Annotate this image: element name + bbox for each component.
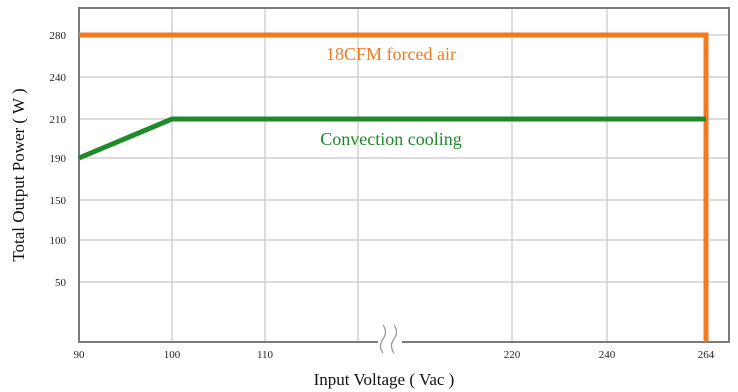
x-tick-labels: 90 100 110 220 240 264 [74, 349, 715, 361]
y-tick-label: 240 [50, 72, 67, 84]
series-label-convection-cooling: Convection cooling [320, 129, 461, 149]
x-tick-label: 110 [257, 349, 274, 361]
x-tick-label: 220 [504, 349, 521, 361]
plot-frame [78, 7, 730, 343]
y-tick-label: 150 [50, 195, 67, 207]
y-axis-title: Total Output Power ( W ) [9, 88, 28, 261]
x-axis-title: Input Voltage ( Vac ) [314, 370, 455, 389]
axis-break-squiggle [390, 324, 398, 354]
x-tick-label: 100 [164, 349, 181, 361]
y-tick-label: 210 [50, 114, 67, 126]
series-label-forced-air: 18CFM forced air [326, 44, 456, 64]
x-tick-label: 264 [698, 349, 715, 361]
y-tick-label: 50 [55, 277, 67, 289]
x-tick-label: 240 [599, 349, 616, 361]
series-line-convection-cooling [78, 116, 706, 161]
y-tick-labels: 280 240 210 190 150 100 50 [50, 30, 67, 289]
axis-break-squiggle [379, 324, 387, 354]
y-tick-label: 190 [50, 153, 67, 165]
series-layer [78, 32, 709, 342]
y-tick-label: 280 [50, 30, 67, 42]
series-line-forced-air [79, 32, 709, 342]
y-tick-label: 100 [50, 235, 67, 247]
x-tick-label: 90 [74, 349, 86, 361]
x-axis-break-mark [378, 322, 402, 356]
